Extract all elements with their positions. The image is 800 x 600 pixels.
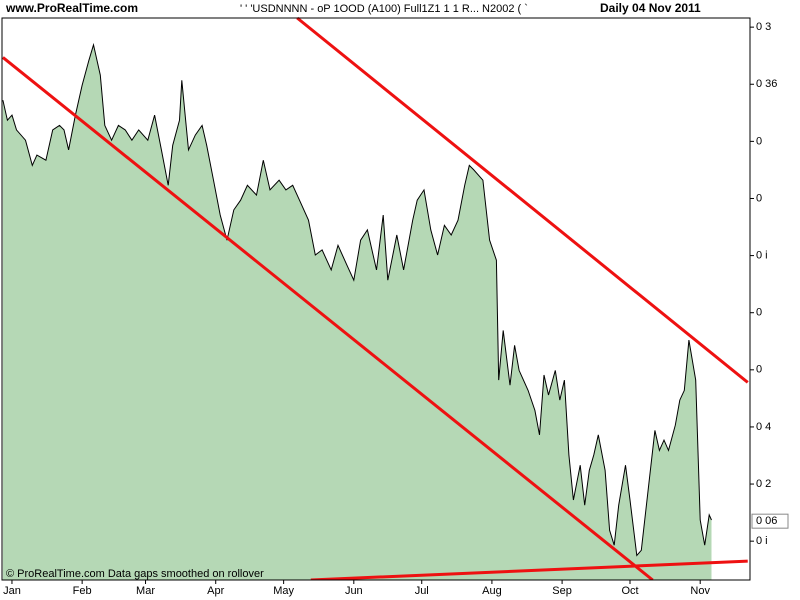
x-tick-label: Oct (621, 585, 638, 597)
x-tick-label: Nov (690, 585, 710, 597)
mask-right (750, 18, 800, 581)
y-tick-label: 0 36 (756, 78, 777, 90)
last-value-box (751, 513, 789, 529)
date-label: Daily 04 Nov 2011 (600, 1, 701, 15)
subtitle: ' ' 'USDNNNN - oP 1OOD (A100) Full1Z1 1 … (240, 3, 528, 15)
mask-bottom (0, 580, 800, 600)
x-tick-label: Jun (345, 585, 363, 597)
trend-line (296, 16, 749, 384)
y-tick-label: 0 4 (756, 421, 771, 433)
y-tick-label: 0 2 (756, 478, 771, 490)
y-tick-label: 0 i (756, 249, 768, 261)
y-tick-label: 0 i (756, 535, 768, 547)
footer: © ProRealTime.com Data gaps smoothed on … (6, 568, 264, 580)
y-tick-label: 0 (756, 135, 762, 147)
plot-frame (1, 17, 751, 581)
x-tick-label: Apr (207, 585, 224, 597)
x-tick-label: Feb (73, 585, 92, 597)
x-tick-label: Mar (136, 585, 155, 597)
last-value-label: 0 06 (756, 515, 777, 527)
trend-line (1, 56, 654, 582)
x-tick-label: Sep (552, 585, 572, 597)
y-tick-label: 0 (756, 307, 762, 319)
x-tick-label: Aug (482, 585, 502, 597)
site-label: www.ProRealTime.com (5, 1, 138, 15)
x-tick-label: Jul (415, 585, 429, 597)
area-fill (2, 44, 712, 581)
y-tick-label: 0 (756, 192, 762, 204)
price-line (2, 42, 712, 557)
y-tick-label: 0 3 (756, 21, 771, 33)
x-tick-label: Jan (3, 585, 21, 597)
trend-line (310, 559, 748, 582)
x-tick-label: May (273, 585, 294, 597)
y-tick-label: 0 (756, 364, 762, 376)
